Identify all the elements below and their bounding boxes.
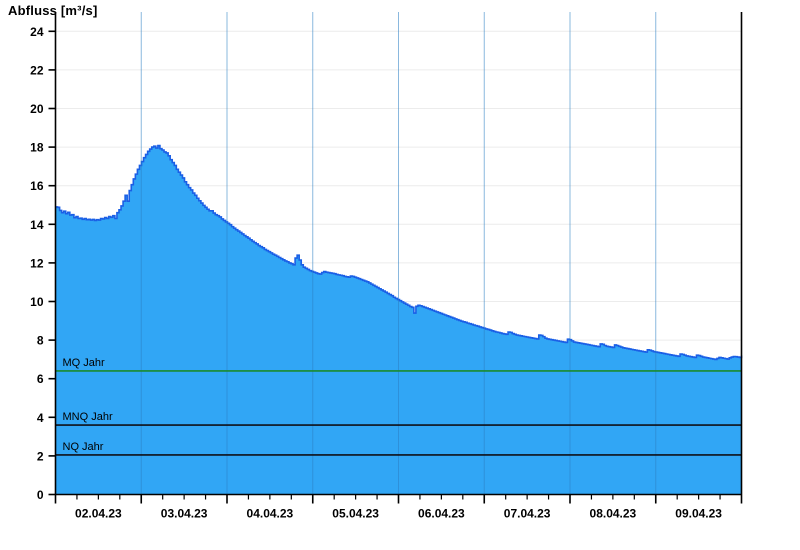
x-tick-label: 03.04.23	[161, 507, 208, 521]
x-tick-label: 04.04.23	[247, 507, 294, 521]
y-tick-label: 12	[30, 256, 44, 270]
y-tick-label: 16	[30, 179, 44, 193]
x-tick-label: 05.04.23	[332, 507, 379, 521]
x-tick-label: 02.04.23	[75, 507, 122, 521]
x-tick-label: 07.04.23	[504, 507, 551, 521]
x-tick-label: 08.04.23	[590, 507, 637, 521]
y-tick-label: 6	[37, 372, 44, 386]
y-tick-label: 10	[30, 295, 44, 309]
x-tick-label: 09.04.23	[675, 507, 722, 521]
chart-title: Abfluss [m³/s]	[8, 3, 98, 18]
series-outline	[55, 144, 743, 361]
reference-line-label-1: MNQ Jahr	[63, 411, 113, 423]
y-tick-label: 14	[30, 218, 44, 232]
y-tick-label: 2	[37, 449, 44, 463]
y-tick-label: 4	[37, 411, 44, 425]
series-group	[55, 12, 743, 495]
reference-line-label-0: MQ Jahr	[63, 357, 106, 369]
x-tick-label: 06.04.23	[418, 507, 465, 521]
y-tick-label: 8	[37, 334, 44, 348]
y-tick-label: 18	[30, 141, 44, 155]
reference-lines-group: MQ Jahr MNQ Jahr NQ Jahr	[55, 357, 742, 456]
x-axis-ticks: 02.04.23 03.04.23 04.04.23 05.04.23 06.04.23…	[54, 494, 743, 521]
y-tick-label: 24	[30, 25, 44, 39]
y-tick-label: 22	[30, 63, 44, 77]
y-tick-label: 20	[30, 102, 44, 116]
reference-line-label-2: NQ Jahr	[63, 441, 104, 453]
y-tick-label: 0	[37, 488, 44, 502]
